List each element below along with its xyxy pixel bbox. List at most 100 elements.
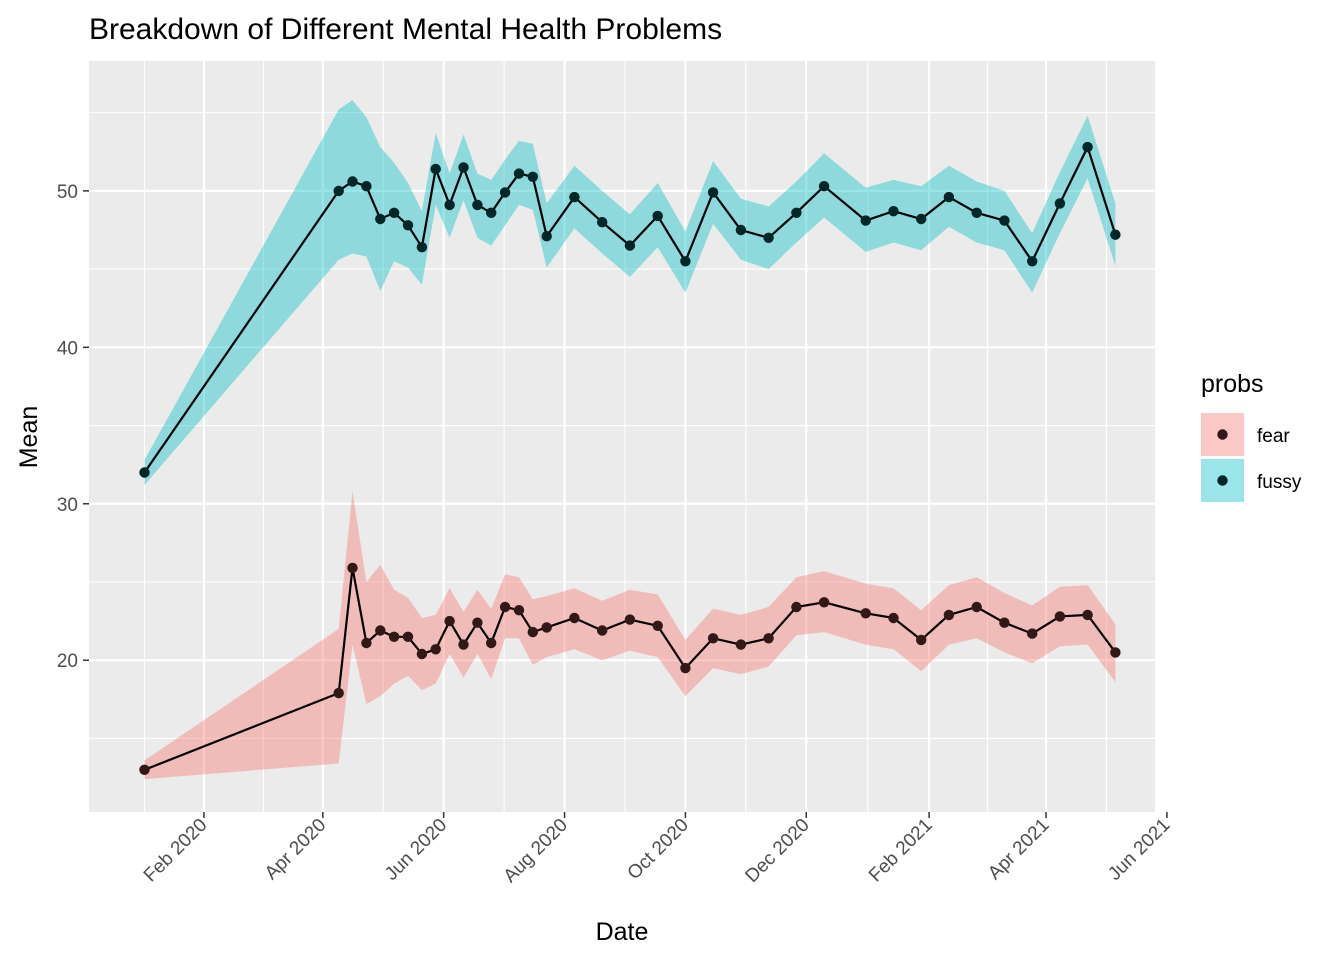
point-tint-fear — [513, 605, 525, 616]
point-fear — [139, 764, 150, 775]
point-tint-fear — [763, 633, 774, 644]
point-fear — [652, 620, 663, 631]
point-fussy — [416, 242, 428, 253]
point-fussy — [499, 187, 511, 198]
legend-point-tint-fussy — [1217, 475, 1228, 486]
point-tint-fear — [527, 626, 538, 638]
point-tint-fear — [624, 614, 636, 625]
point-tint-fussy — [361, 181, 372, 192]
x-tick-label: Oct 2020 — [624, 815, 693, 884]
point-fussy — [763, 232, 774, 243]
y-tick-label: 40 — [57, 338, 78, 359]
point-fussy — [527, 171, 538, 182]
ribbon-fussy — [144, 100, 1116, 485]
point-tint-fussy — [707, 187, 719, 198]
x-axis: Feb 2020 Apr 2020 Jun 2020 Aug 2020 Oct 2020… — [140, 812, 1174, 887]
point-fussy — [430, 163, 441, 175]
point-fear — [361, 637, 372, 649]
point-tint-fussy — [791, 207, 802, 218]
point-tint-fear — [569, 612, 580, 624]
x-tick-label: Feb 2021 — [865, 815, 937, 887]
point-fussy — [388, 207, 400, 218]
x-axis-title: Date — [596, 918, 649, 946]
point-tint-fear — [971, 601, 982, 613]
point-fussy — [860, 215, 871, 226]
x-tick-label: Aug 2020 — [500, 815, 572, 887]
point-fussy — [652, 210, 663, 222]
point-tint-fear — [888, 612, 899, 624]
point-fussy — [791, 207, 802, 218]
point-tint-fear — [458, 639, 469, 650]
minor-gridlines — [89, 61, 1155, 812]
point-tint-fussy — [527, 171, 538, 182]
point-fear — [1054, 611, 1066, 622]
point-fear — [597, 625, 608, 636]
point-fussy — [486, 207, 497, 218]
point-fussy — [472, 199, 483, 211]
point-fussy — [1110, 229, 1121, 240]
point-tint-fussy — [388, 207, 400, 218]
point-tint-fussy — [888, 206, 899, 217]
x-tick-label: Feb 2020 — [140, 815, 212, 887]
point-fussy — [569, 191, 580, 203]
point-tint-fear — [791, 601, 802, 613]
point-fear — [943, 609, 955, 621]
point-tint-fussy — [444, 199, 455, 211]
point-fear — [735, 639, 747, 650]
point-fussy — [458, 162, 469, 173]
point-tint-fussy — [818, 181, 830, 192]
point-fussy — [444, 199, 455, 211]
point-fear — [971, 601, 982, 613]
point-tint-fussy — [402, 220, 414, 231]
chart-title: Breakdown of Different Mental Health Pro… — [89, 13, 722, 46]
point-tint-fear — [402, 631, 414, 642]
point-fear — [444, 615, 455, 627]
point-tint-fear — [1110, 647, 1121, 658]
point-fear — [347, 562, 358, 574]
point-fear — [916, 634, 927, 646]
point-fear — [1110, 647, 1121, 658]
x-tick-label: Apr 2020 — [261, 815, 330, 884]
point-fear — [860, 608, 871, 619]
point-fear — [624, 614, 636, 625]
legend-point-fear — [1217, 429, 1228, 440]
y-axis-title: Mean — [15, 406, 43, 469]
point-fear — [791, 601, 802, 613]
point-tint-fear — [735, 639, 747, 650]
point-fear — [527, 626, 538, 638]
point-fussy — [818, 181, 830, 192]
ribbon-fear — [144, 491, 1116, 780]
point-fear — [541, 622, 552, 633]
point-tint-fussy — [472, 199, 483, 211]
point-fussy — [999, 215, 1010, 226]
point-tint-fussy — [624, 240, 636, 251]
point-fussy — [361, 181, 372, 192]
x-tick-label: Dec 2020 — [741, 815, 813, 887]
point-tint-fear — [860, 608, 871, 619]
point-fussy — [333, 185, 344, 197]
point-tint-fussy — [333, 185, 344, 197]
point-fear — [888, 612, 899, 624]
point-tint-fussy — [860, 215, 871, 226]
point-tint-fussy — [430, 163, 441, 175]
point-tint-fussy — [597, 217, 608, 228]
point-fussy — [888, 206, 899, 217]
point-fear — [458, 639, 469, 650]
point-tint-fussy — [499, 187, 511, 198]
point-tint-fear — [680, 662, 691, 674]
point-tint-fear — [707, 633, 719, 644]
point-tint-fear — [916, 634, 927, 646]
legend: probs fear fussy — [1201, 370, 1302, 502]
point-tint-fussy — [1082, 141, 1093, 153]
point-fear — [430, 644, 441, 655]
point-tint-fussy — [652, 210, 663, 222]
point-tint-fear — [375, 625, 386, 636]
point-tint-fear — [430, 644, 441, 655]
point-tint-fear — [499, 601, 511, 613]
point-fussy — [375, 213, 386, 225]
point-fear — [388, 631, 400, 642]
point-fear — [680, 662, 691, 674]
point-tint-fussy — [680, 256, 691, 267]
point-tint-fear — [652, 620, 663, 631]
point-fussy — [916, 213, 927, 225]
